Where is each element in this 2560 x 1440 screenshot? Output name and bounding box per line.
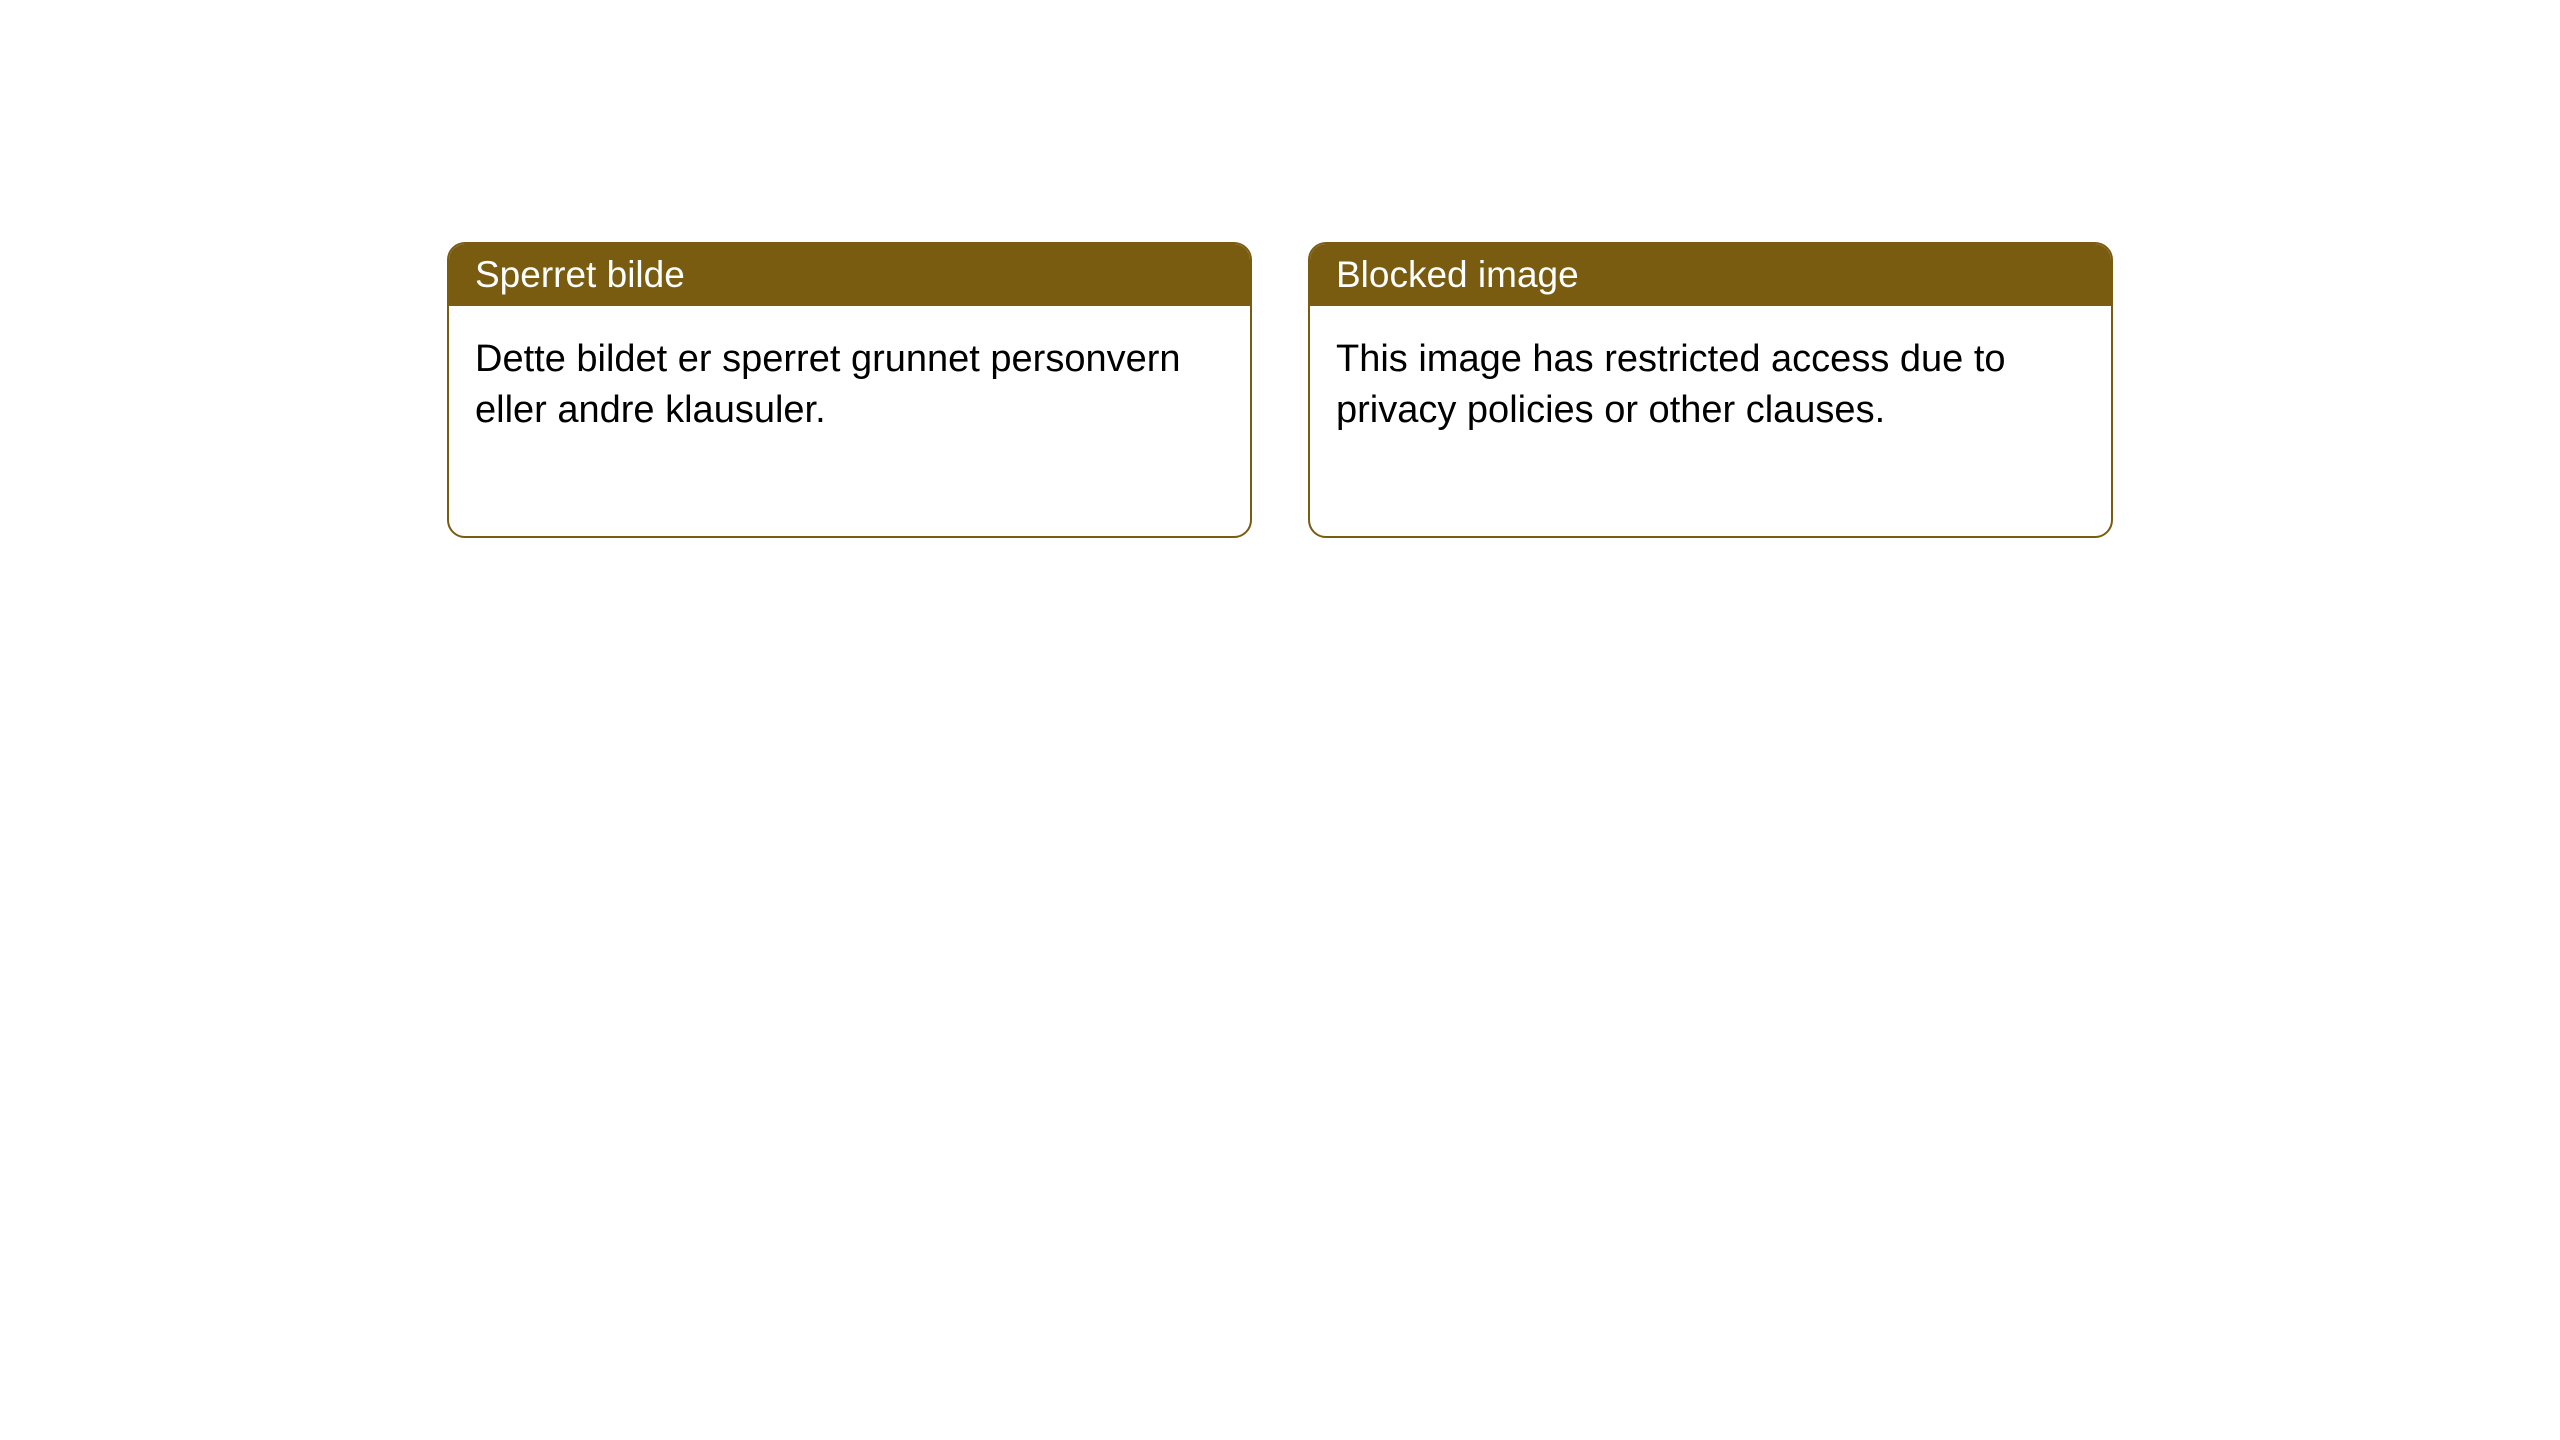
notice-title: Sperret bilde <box>475 254 685 295</box>
notice-title: Blocked image <box>1336 254 1579 295</box>
notice-container: Sperret bilde Dette bildet er sperret gr… <box>447 242 2113 538</box>
notice-header: Sperret bilde <box>449 244 1250 306</box>
notice-card-english: Blocked image This image has restricted … <box>1308 242 2113 538</box>
notice-card-norwegian: Sperret bilde Dette bildet er sperret gr… <box>447 242 1252 538</box>
notice-message: This image has restricted access due to … <box>1336 338 2006 431</box>
notice-message: Dette bildet er sperret grunnet personve… <box>475 338 1181 431</box>
notice-header: Blocked image <box>1310 244 2111 306</box>
notice-body: This image has restricted access due to … <box>1310 306 2111 536</box>
notice-body: Dette bildet er sperret grunnet personve… <box>449 306 1250 536</box>
